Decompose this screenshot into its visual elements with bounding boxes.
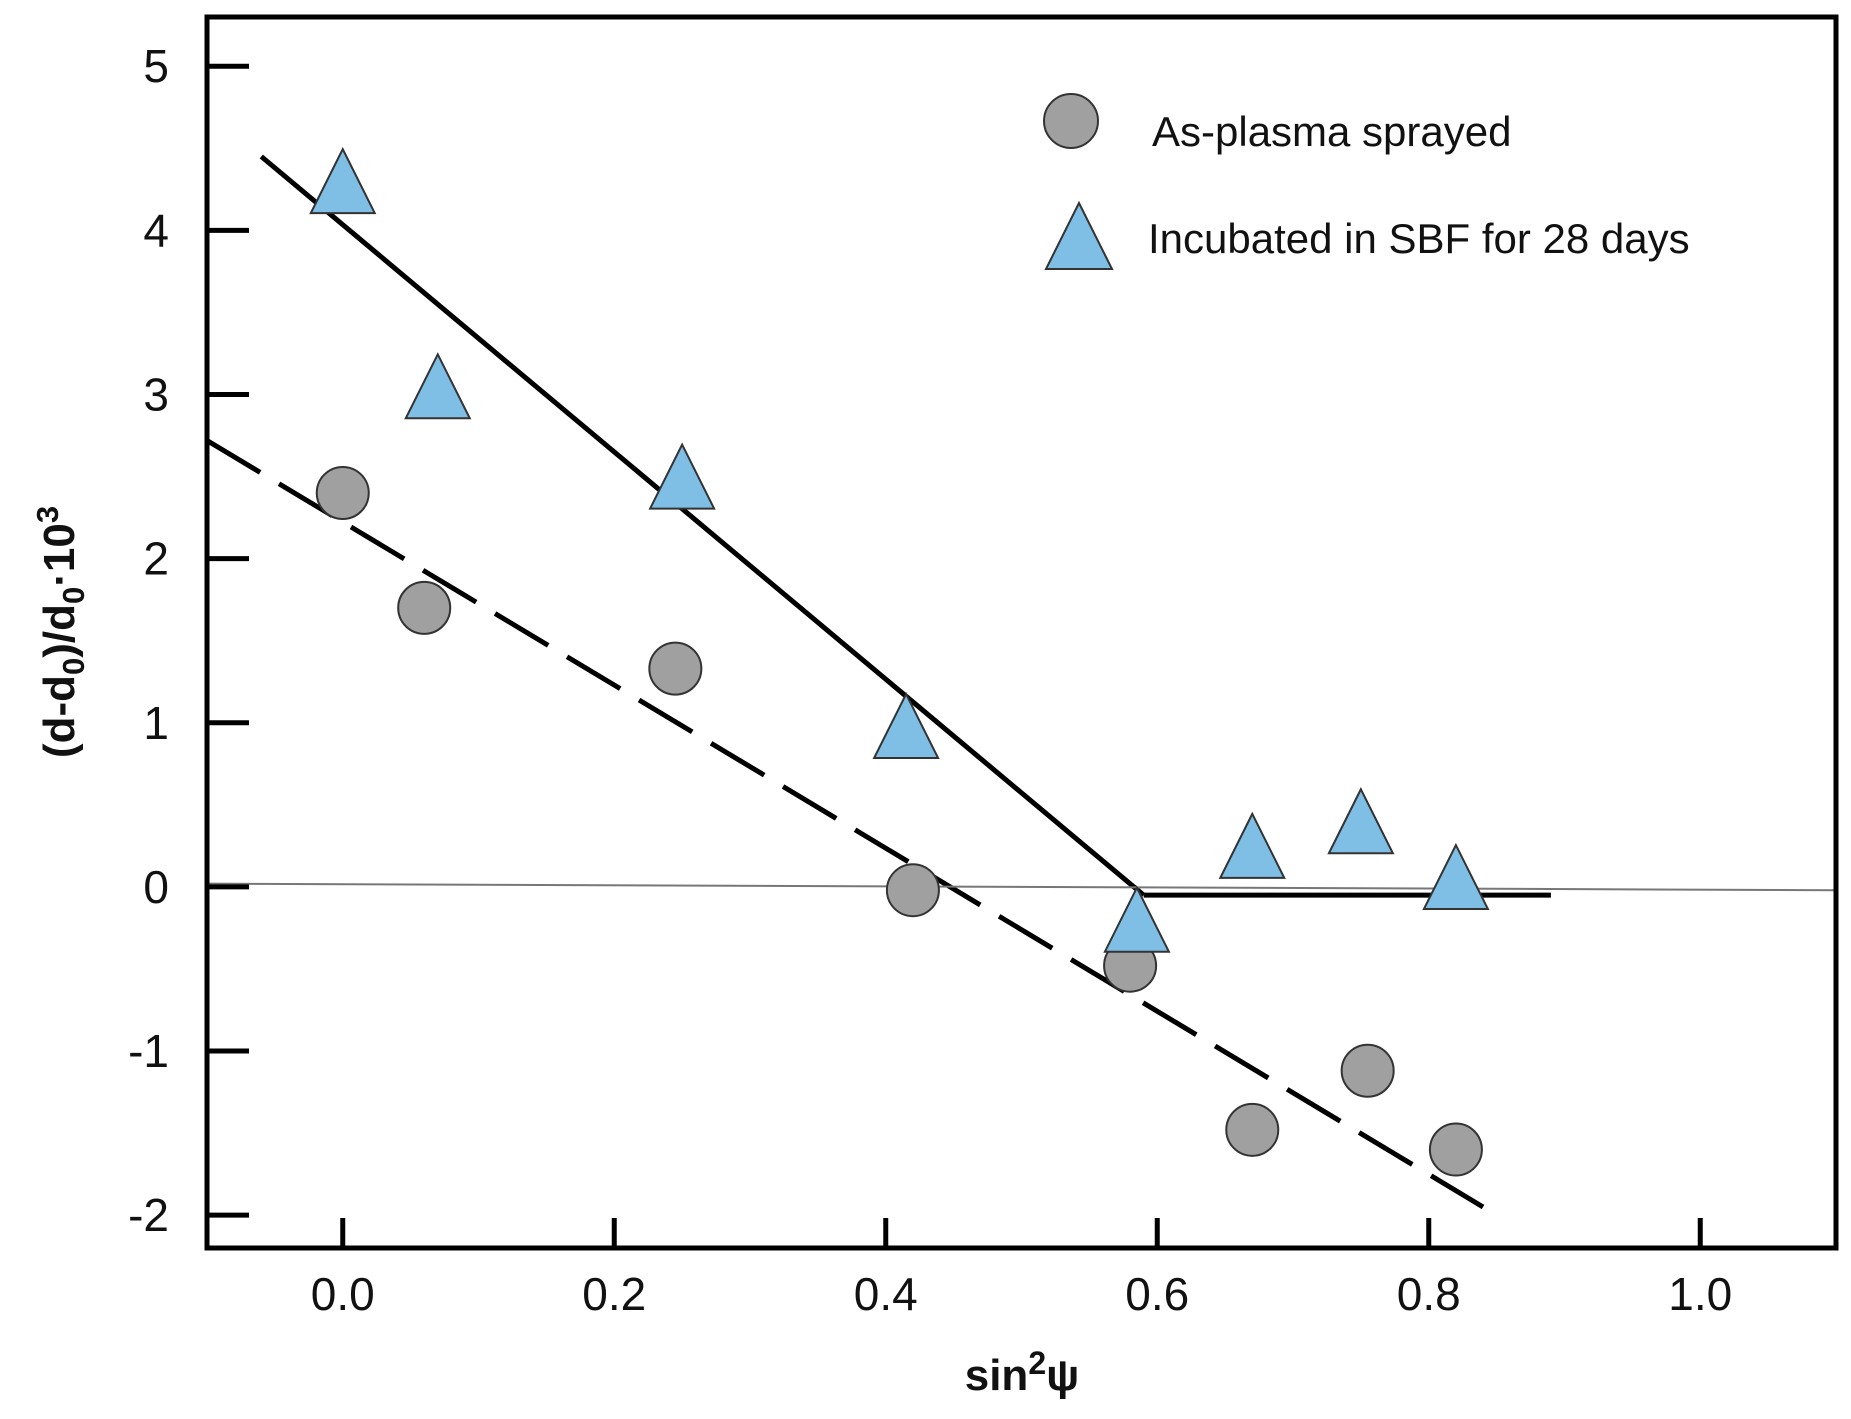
legend-marker-sbf	[1044, 200, 1114, 270]
fit-line-0	[259, 154, 1146, 898]
y-tick-label-0: -2	[128, 1189, 169, 1241]
marker-sbf-1	[404, 352, 472, 420]
legend-marker-as-plasma	[1043, 93, 1099, 149]
marker-sbf-2	[648, 442, 716, 510]
y-title-part3: ·10	[35, 523, 84, 587]
x-axis: 0.0 0.2 0.4 0.6 0.8 1.0	[311, 1218, 1732, 1320]
marker-sbf-7	[1422, 842, 1490, 911]
y-tick-label-5: 3	[143, 369, 169, 421]
x-title-psi: ψ	[1046, 1351, 1079, 1400]
marker-as-plasma-3	[885, 863, 940, 918]
x-title-base: sin	[965, 1351, 1029, 1400]
y-tick-label-3: 1	[143, 697, 169, 749]
marker-sbf-6	[1327, 787, 1395, 855]
marker-as-plasma-6	[1340, 1043, 1395, 1098]
y-tick-label-1: -1	[128, 1025, 169, 1077]
y-title-part1: (d-d	[35, 675, 84, 758]
y-tick-label-2: 0	[143, 861, 169, 913]
x-tick-label-3: 0.6	[1125, 1268, 1189, 1320]
legend: As-plasma sprayed Incubated in SBF for 2…	[1043, 93, 1690, 270]
x-tick-label-0: 0.0	[311, 1268, 375, 1320]
marker-as-plasma-5	[1225, 1102, 1280, 1157]
x-tick-label-1: 0.2	[582, 1268, 646, 1320]
y-title-superscript: 3	[30, 506, 65, 523]
y-title-sub2: 0	[56, 587, 91, 604]
fit-lines	[205, 154, 1837, 1210]
y-title-part2: )/d	[35, 604, 84, 658]
marker-sbf-5	[1218, 811, 1286, 879]
marker-as-plasma-7	[1428, 1122, 1483, 1177]
plot-frame	[204, 14, 1839, 1251]
legend-label-as-plasma: As-plasma sprayed	[1152, 108, 1511, 155]
y-title-sub1: 0	[56, 658, 91, 675]
data-markers	[309, 146, 1490, 1177]
x-tick-label-4: 0.8	[1397, 1268, 1461, 1320]
marker-sbf-3	[872, 691, 940, 760]
x-title-superscript: 2	[1028, 1345, 1046, 1381]
marker-as-plasma-0	[315, 465, 370, 520]
marker-as-plasma-2	[648, 641, 703, 696]
y-tick-label-7: 5	[143, 40, 169, 92]
x-axis-title: sin2ψ	[965, 1345, 1080, 1400]
x-tick-label-2: 0.4	[854, 1268, 918, 1320]
y-tick-label-4: 2	[143, 533, 169, 585]
x-tick-label-5: 1.0	[1668, 1268, 1732, 1320]
fit-line-3	[206, 882, 1837, 892]
marker-as-plasma-1	[397, 580, 452, 635]
y-tick-label-6: 4	[143, 204, 169, 256]
y-axis: -2 -1 0 1 2 3 4 5	[128, 40, 249, 1241]
legend-label-sbf: Incubated in SBF for 28 days	[1148, 215, 1690, 262]
marker-sbf-0	[309, 146, 377, 215]
marker-sbf-4	[1103, 885, 1171, 953]
y-axis-title: (d-d0)/d0·103	[30, 506, 91, 758]
